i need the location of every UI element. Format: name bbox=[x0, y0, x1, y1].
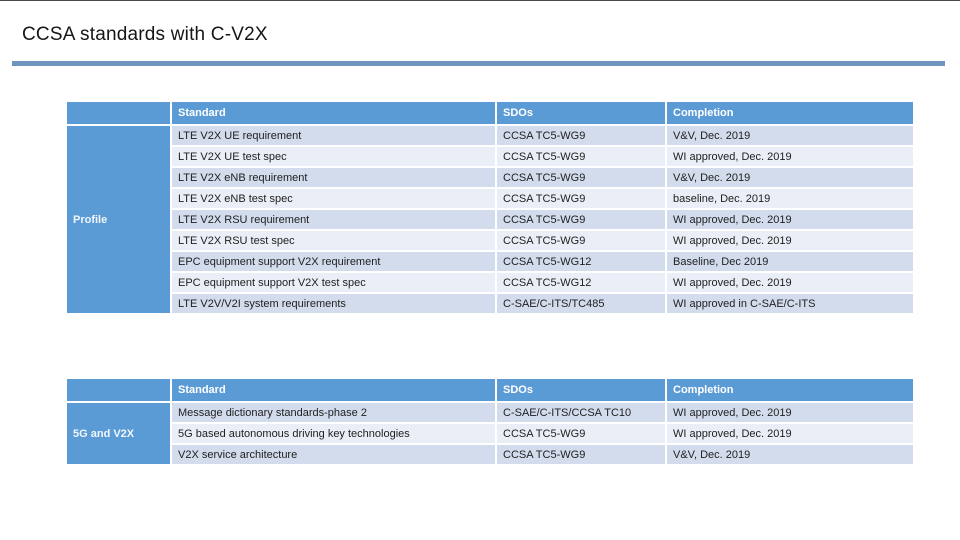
cell-sdos: CCSA TC5-WG9 bbox=[495, 145, 667, 168]
table-row: EPC equipment support V2X test spec CCSA… bbox=[66, 271, 915, 294]
cell-standard: LTE V2X UE requirement bbox=[170, 124, 497, 147]
cell-completion: WI approved, Dec. 2019 bbox=[665, 145, 915, 168]
5g-v2x-standards-table: Standard SDOs Completion 5G and V2X Mess… bbox=[65, 377, 915, 466]
table-header-row: Standard SDOs Completion bbox=[65, 100, 915, 126]
column-header-standard: Standard bbox=[170, 100, 497, 126]
cell-standard: EPC equipment support V2X test spec bbox=[170, 271, 497, 294]
cell-sdos: CCSA TC5-WG9 bbox=[495, 229, 667, 252]
table-row: LTE V2X UE test spec CCSA TC5-WG9 WI app… bbox=[66, 145, 915, 168]
table-header-row: Standard SDOs Completion bbox=[65, 377, 915, 403]
table-row: LTE V2X RSU requirement CCSA TC5-WG9 WI … bbox=[66, 208, 915, 231]
column-header-sdos: SDOs bbox=[495, 100, 667, 126]
cell-standard: Message dictionary standards-phase 2 bbox=[170, 401, 497, 424]
cell-standard: LTE V2V/V2I system requirements bbox=[170, 292, 497, 315]
cell-completion: WI approved, Dec. 2019 bbox=[665, 229, 915, 252]
column-header-sdos: SDOs bbox=[495, 377, 667, 403]
cell-standard: 5G based autonomous driving key technolo… bbox=[170, 422, 497, 445]
cell-completion: V&V, Dec. 2019 bbox=[665, 443, 915, 466]
cell-standard: V2X service architecture bbox=[170, 443, 497, 466]
column-header-standard: Standard bbox=[170, 377, 497, 403]
cell-sdos: CCSA TC5-WG9 bbox=[495, 443, 667, 466]
title-divider bbox=[12, 61, 945, 66]
cell-standard: LTE V2X UE test spec bbox=[170, 145, 497, 168]
cell-sdos: CCSA TC5-WG9 bbox=[495, 124, 667, 147]
table-row: LTE V2X eNB requirement CCSA TC5-WG9 V&V… bbox=[66, 166, 915, 189]
table-row: V2X service architecture CCSA TC5-WG9 V&… bbox=[66, 443, 915, 466]
cell-sdos: C-SAE/C-ITS/TC485 bbox=[495, 292, 667, 315]
column-header-empty bbox=[65, 377, 172, 403]
column-header-empty bbox=[65, 100, 172, 126]
profile-standards-table: Standard SDOs Completion Profile LTE V2X… bbox=[65, 100, 915, 315]
cell-completion: WI approved, Dec. 2019 bbox=[665, 401, 915, 424]
column-header-completion: Completion bbox=[665, 100, 915, 126]
cell-standard: LTE V2X RSU requirement bbox=[170, 208, 497, 231]
screen-top-border bbox=[0, 0, 960, 1]
cell-standard: LTE V2X eNB requirement bbox=[170, 166, 497, 189]
row-group-label-profile: Profile bbox=[65, 124, 172, 315]
cell-completion: WI approved in C-SAE/C-ITS bbox=[665, 292, 915, 315]
cell-completion: WI approved, Dec. 2019 bbox=[665, 422, 915, 445]
cell-sdos: C-SAE/C-ITS/CCSA TC10 bbox=[495, 401, 667, 424]
cell-sdos: CCSA TC5-WG9 bbox=[495, 208, 667, 231]
table-row: 5G based autonomous driving key technolo… bbox=[66, 422, 915, 445]
cell-standard: LTE V2X eNB test spec bbox=[170, 187, 497, 210]
cell-completion: V&V, Dec. 2019 bbox=[665, 166, 915, 189]
table-row: LTE V2X RSU test spec CCSA TC5-WG9 WI ap… bbox=[66, 229, 915, 252]
table-row: Profile LTE V2X UE requirement CCSA TC5-… bbox=[65, 124, 915, 315]
row-group-label-5g-and-v2x: 5G and V2X bbox=[65, 401, 172, 466]
cell-completion: baseline, Dec. 2019 bbox=[665, 187, 915, 210]
cell-sdos: CCSA TC5-WG9 bbox=[495, 166, 667, 189]
cell-completion: WI approved, Dec. 2019 bbox=[665, 208, 915, 231]
table-row: 5G and V2X Message dictionary standards-… bbox=[65, 401, 915, 466]
cell-sdos: CCSA TC5-WG9 bbox=[495, 187, 667, 210]
cell-sdos: CCSA TC5-WG9 bbox=[495, 422, 667, 445]
table-row: EPC equipment support V2X requirement CC… bbox=[66, 250, 915, 273]
cell-completion: Baseline, Dec 2019 bbox=[665, 250, 915, 273]
cell-completion: V&V, Dec. 2019 bbox=[665, 124, 915, 147]
column-header-completion: Completion bbox=[665, 377, 915, 403]
cell-standard: EPC equipment support V2X requirement bbox=[170, 250, 497, 273]
table-row: LTE V2V/V2I system requirements C-SAE/C-… bbox=[66, 292, 915, 315]
slide-title: CCSA standards with C-V2X bbox=[22, 24, 268, 45]
cell-sdos: CCSA TC5-WG12 bbox=[495, 271, 667, 294]
cell-completion: WI approved, Dec. 2019 bbox=[665, 271, 915, 294]
cell-standard: LTE V2X RSU test spec bbox=[170, 229, 497, 252]
table-row: LTE V2X eNB test spec CCSA TC5-WG9 basel… bbox=[66, 187, 915, 210]
cell-sdos: CCSA TC5-WG12 bbox=[495, 250, 667, 273]
